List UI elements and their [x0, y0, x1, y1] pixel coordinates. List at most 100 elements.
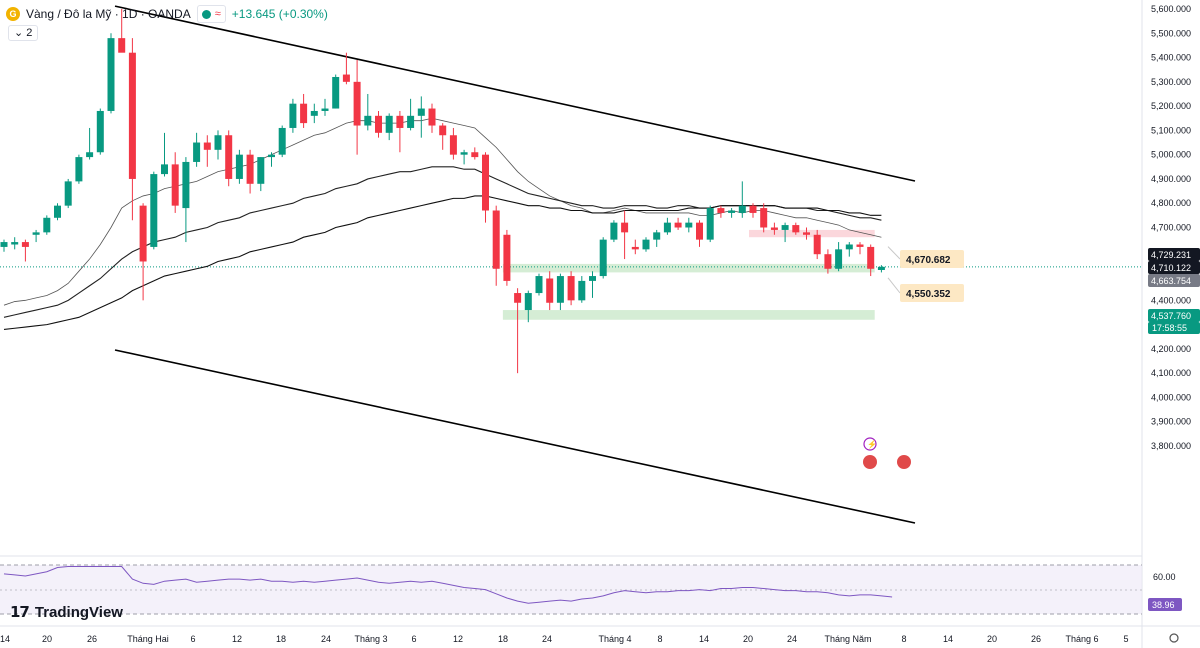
zone-support	[502, 310, 875, 320]
candle-body	[193, 142, 201, 162]
candle-body	[235, 154, 243, 179]
time-tick-label: 20	[743, 634, 753, 644]
candle-body	[332, 76, 340, 109]
candle-body	[696, 222, 703, 240]
price-tick-label: 4,700.000	[1151, 223, 1191, 233]
candle-body	[706, 208, 714, 240]
candle-body	[364, 115, 372, 126]
candle-body	[460, 152, 468, 155]
candle-body	[856, 244, 864, 247]
time-tick-label: 20	[987, 634, 997, 644]
time-tick-label: 18	[276, 634, 286, 644]
indicator-count: 2	[26, 27, 33, 39]
candle-body	[738, 205, 746, 213]
candle-body	[556, 276, 564, 303]
candle-body	[118, 38, 126, 53]
price-tick-label: 5,600.000	[1151, 4, 1191, 14]
candle-body	[781, 225, 789, 230]
candle-body	[21, 242, 29, 247]
candle-body	[396, 115, 404, 128]
candle-body	[492, 210, 500, 269]
candle-body	[161, 164, 168, 175]
candle-body	[835, 249, 843, 269]
candle-body	[524, 293, 532, 311]
us-flag-event-icon	[897, 455, 911, 469]
price-tick-label: 5,400.000	[1151, 53, 1191, 63]
price-badge	[1148, 309, 1200, 322]
price-badge	[1148, 248, 1200, 261]
zone-support	[502, 263, 875, 273]
market-open-icon	[201, 9, 211, 19]
candle-body	[717, 208, 725, 213]
time-tick-label: 12	[232, 634, 242, 644]
candle-body	[171, 164, 179, 206]
candle-body	[310, 110, 318, 116]
candle-body	[128, 52, 136, 179]
rsi-level-label: 60.00	[1153, 572, 1176, 582]
time-tick-label: 12	[453, 634, 463, 644]
candle-body	[375, 115, 382, 133]
price-tick-label: 4,200.000	[1151, 344, 1191, 354]
candle-body	[439, 125, 447, 136]
candle-body	[246, 154, 254, 184]
time-tick-label: Tháng 4	[598, 634, 631, 644]
tradingview-logo[interactable]: 𝟭𝟳 TradingView	[10, 603, 123, 622]
candle-body	[64, 181, 72, 206]
price-tick-label: 3,800.000	[1151, 441, 1191, 451]
indicators-toggle[interactable]: ⌄ 2	[8, 25, 39, 41]
candle-body	[567, 276, 575, 301]
candle-body	[599, 239, 607, 277]
candle-body	[43, 217, 51, 233]
time-tick-label: 5	[1123, 634, 1128, 644]
candle-body	[11, 242, 19, 245]
time-tick-label: Tháng Năm	[824, 634, 871, 644]
candle-body	[535, 276, 543, 294]
candle-body	[663, 222, 671, 233]
price-tick-label: 5,000.000	[1151, 150, 1191, 160]
time-tick-label: 6	[190, 634, 195, 644]
price-tick-label: 4,400.000	[1151, 295, 1191, 305]
candle-body	[792, 225, 800, 233]
candle-body	[278, 127, 286, 155]
market-status-box[interactable]: ≈	[196, 5, 226, 23]
time-tick-label: 24	[542, 634, 552, 644]
candle-body	[514, 293, 522, 303]
candle-body	[214, 135, 222, 150]
channel-upper-line	[114, 5, 916, 182]
time-tick-label: 8	[657, 634, 662, 644]
rsi-value-badge	[1148, 598, 1182, 611]
candle-body	[54, 205, 61, 218]
candle-body	[107, 38, 115, 111]
level-leader	[887, 277, 901, 294]
rsi-value-label: 38.96	[1152, 600, 1175, 610]
candle-body	[407, 115, 415, 128]
zone-resistance	[749, 229, 875, 238]
time-tick-label: 14	[943, 634, 953, 644]
moving-average-line	[3, 195, 882, 331]
candle-body	[203, 142, 211, 150]
time-tick-label: 18	[498, 634, 508, 644]
candle-body	[342, 74, 350, 82]
candle-body	[75, 157, 83, 182]
candle-body	[803, 232, 810, 235]
candle-body	[428, 108, 436, 126]
chevron-down-icon: ⌄	[14, 27, 24, 39]
candle-body	[471, 152, 479, 158]
candle-body	[417, 108, 425, 116]
rsi-line	[3, 566, 893, 604]
candle-body	[867, 246, 875, 269]
time-tick-label: Tháng 6	[1065, 634, 1098, 644]
candle-body	[685, 222, 693, 228]
settings-gear-icon	[1169, 633, 1179, 643]
wave-icon: ≈	[214, 8, 221, 20]
candle-body	[674, 222, 682, 228]
candle-body	[824, 254, 832, 269]
candle-body	[289, 103, 297, 128]
candle-body	[0, 242, 8, 247]
symbol-title[interactable]: Vàng / Đô la Mỹ · 1D · OANDA	[26, 7, 191, 21]
candle-body	[589, 276, 596, 281]
price-badge	[1148, 274, 1200, 287]
time-tick-label: 26	[1031, 634, 1041, 644]
level-label: 4,550.352	[906, 289, 951, 300]
